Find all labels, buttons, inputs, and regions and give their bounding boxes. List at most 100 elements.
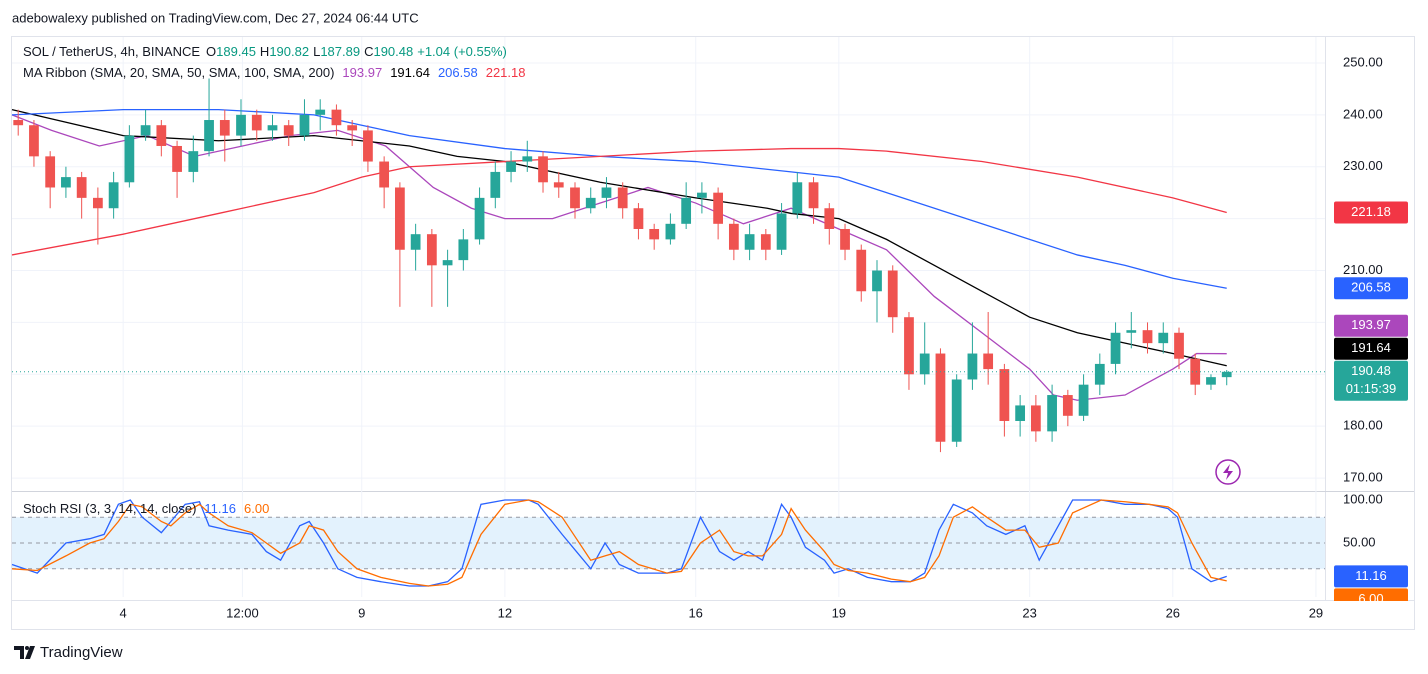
ohlc-value: 190.82 [269,44,309,59]
candle-body [681,197,692,224]
candle-body [315,109,326,115]
candle-body [919,353,930,375]
candle-body [140,125,151,136]
candle-body [1062,395,1073,416]
ma-badge-label: 221.18 [1351,204,1391,219]
candle-body [410,234,421,250]
candle-body [585,197,596,209]
stoch-line [11,499,1227,587]
ribbon-value: 193.97 [342,65,382,80]
candle-body [236,114,246,136]
y-tick-label: 240.00 [1343,106,1383,121]
current-price-badge [1334,360,1408,401]
y-tick-label: 210.00 [1343,262,1383,277]
ohlc-key: L [313,44,320,59]
candle-body [553,182,564,188]
candle-body [395,187,405,250]
ohlc-value: 189.45 [216,44,256,59]
candle-body [426,234,437,266]
ribbon-label: MA Ribbon (SMA, 20, SMA, 50, SMA, 100, S… [23,65,334,80]
candle-body [219,120,230,136]
x-tick-label: 23 [1022,605,1036,620]
ma-badge-label: 193.97 [1351,317,1391,332]
ohlc-key: O [206,44,216,59]
x-tick-label: 12:00 [226,605,259,620]
x-tick-label: 19 [832,605,846,620]
candle-body [744,234,755,250]
candle-body [1190,358,1201,385]
tradingview-logo [14,646,35,659]
ohlc-value: 190.48 [373,44,413,59]
y-tick-label: 230.00 [1343,158,1383,173]
candle-body [792,182,803,214]
ribbon-value: 191.64 [390,65,430,80]
candle-body [538,156,548,183]
candle-body [601,187,612,198]
ma-line [11,114,1227,401]
candle-body [124,135,135,183]
candle-body [1126,330,1137,333]
candle-body [299,114,310,136]
candle-body [92,197,103,209]
candle-body [1174,332,1184,359]
candle-body [347,125,358,131]
stoch-value: 6.00 [244,501,269,516]
grid [12,37,1325,597]
alert-icon[interactable] [1215,459,1241,485]
change: +1.04 (+0.55%) [417,44,507,59]
candle-body [1221,371,1232,378]
x-tick-label: 9 [358,605,365,620]
candle-body [13,120,24,126]
labels: 170.00180.00190.00200.00210.00220.00230.… [12,44,1414,629]
x-tick-label: 16 [688,605,702,620]
x-tick-label: 29 [1309,605,1323,620]
candle-body [76,177,87,198]
candle-body [904,317,914,375]
y-tick-label: 250.00 [1343,54,1383,69]
ohlc-key: C [364,44,373,59]
candle-body [776,213,787,250]
countdown-label: 01:15:39 [1346,381,1397,396]
candle-body [1015,405,1026,421]
candle-body [951,379,962,442]
candle-body [331,109,342,126]
candle-body [633,208,644,229]
candle-body [840,228,850,250]
candle-body [1078,384,1089,416]
candle-body [172,145,182,172]
candle-body [697,192,707,198]
candle-body [45,156,56,188]
candle-body [935,353,946,442]
candle-body [967,353,978,380]
candle-body [204,120,214,152]
candle-body [1206,377,1216,385]
candle-body [617,187,628,209]
legend-row: MA Ribbon (SMA, 20, SMA, 50, SMA, 100, S… [23,65,525,80]
candle-body [999,369,1010,421]
candle-body [522,156,533,162]
ribbon-value: 221.18 [486,65,526,80]
symbol: SOL / TetherUS, 4h, BINANCE [23,44,200,59]
ohlc-key: H [260,44,269,59]
stoch-line [11,499,1227,587]
candle-body [61,177,71,188]
candle-body [570,187,580,209]
candle-body [1142,330,1153,344]
ma-badge-label: 206.58 [1351,280,1391,295]
ma-badge [1334,277,1408,300]
stoch-label: Stoch RSI (3, 3, 14, 14, close) [23,501,196,516]
y-tick-label: 170.00 [1343,470,1383,485]
ma-line [11,109,1227,367]
marks [11,78,1325,587]
candle-body [267,125,278,131]
candle-body [1110,332,1121,364]
chart-frame [11,36,1415,630]
stoch-tick-label: 50.00 [1343,534,1376,549]
candle-body [379,161,390,188]
candle-body [363,130,373,162]
y-tick-label: 180.00 [1343,418,1383,433]
candle-body [283,125,294,136]
